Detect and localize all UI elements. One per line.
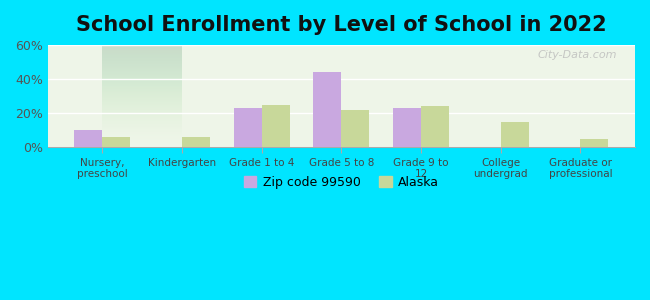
Bar	[341, 110, 369, 147]
Text: City-Data.com: City-Data.com	[538, 50, 617, 60]
Bar	[102, 137, 130, 147]
Bar	[421, 106, 449, 147]
Bar	[393, 108, 421, 147]
Bar	[75, 130, 102, 147]
Legend: Zip code 99590, Alaska: Zip code 99590, Alaska	[239, 171, 444, 194]
Bar	[580, 139, 608, 147]
Title: School Enrollment by Level of School in 2022: School Enrollment by Level of School in …	[76, 15, 606, 35]
Bar	[262, 104, 289, 147]
Bar	[182, 137, 210, 147]
Bar	[234, 108, 262, 147]
Bar	[500, 122, 528, 147]
Bar	[313, 72, 341, 147]
